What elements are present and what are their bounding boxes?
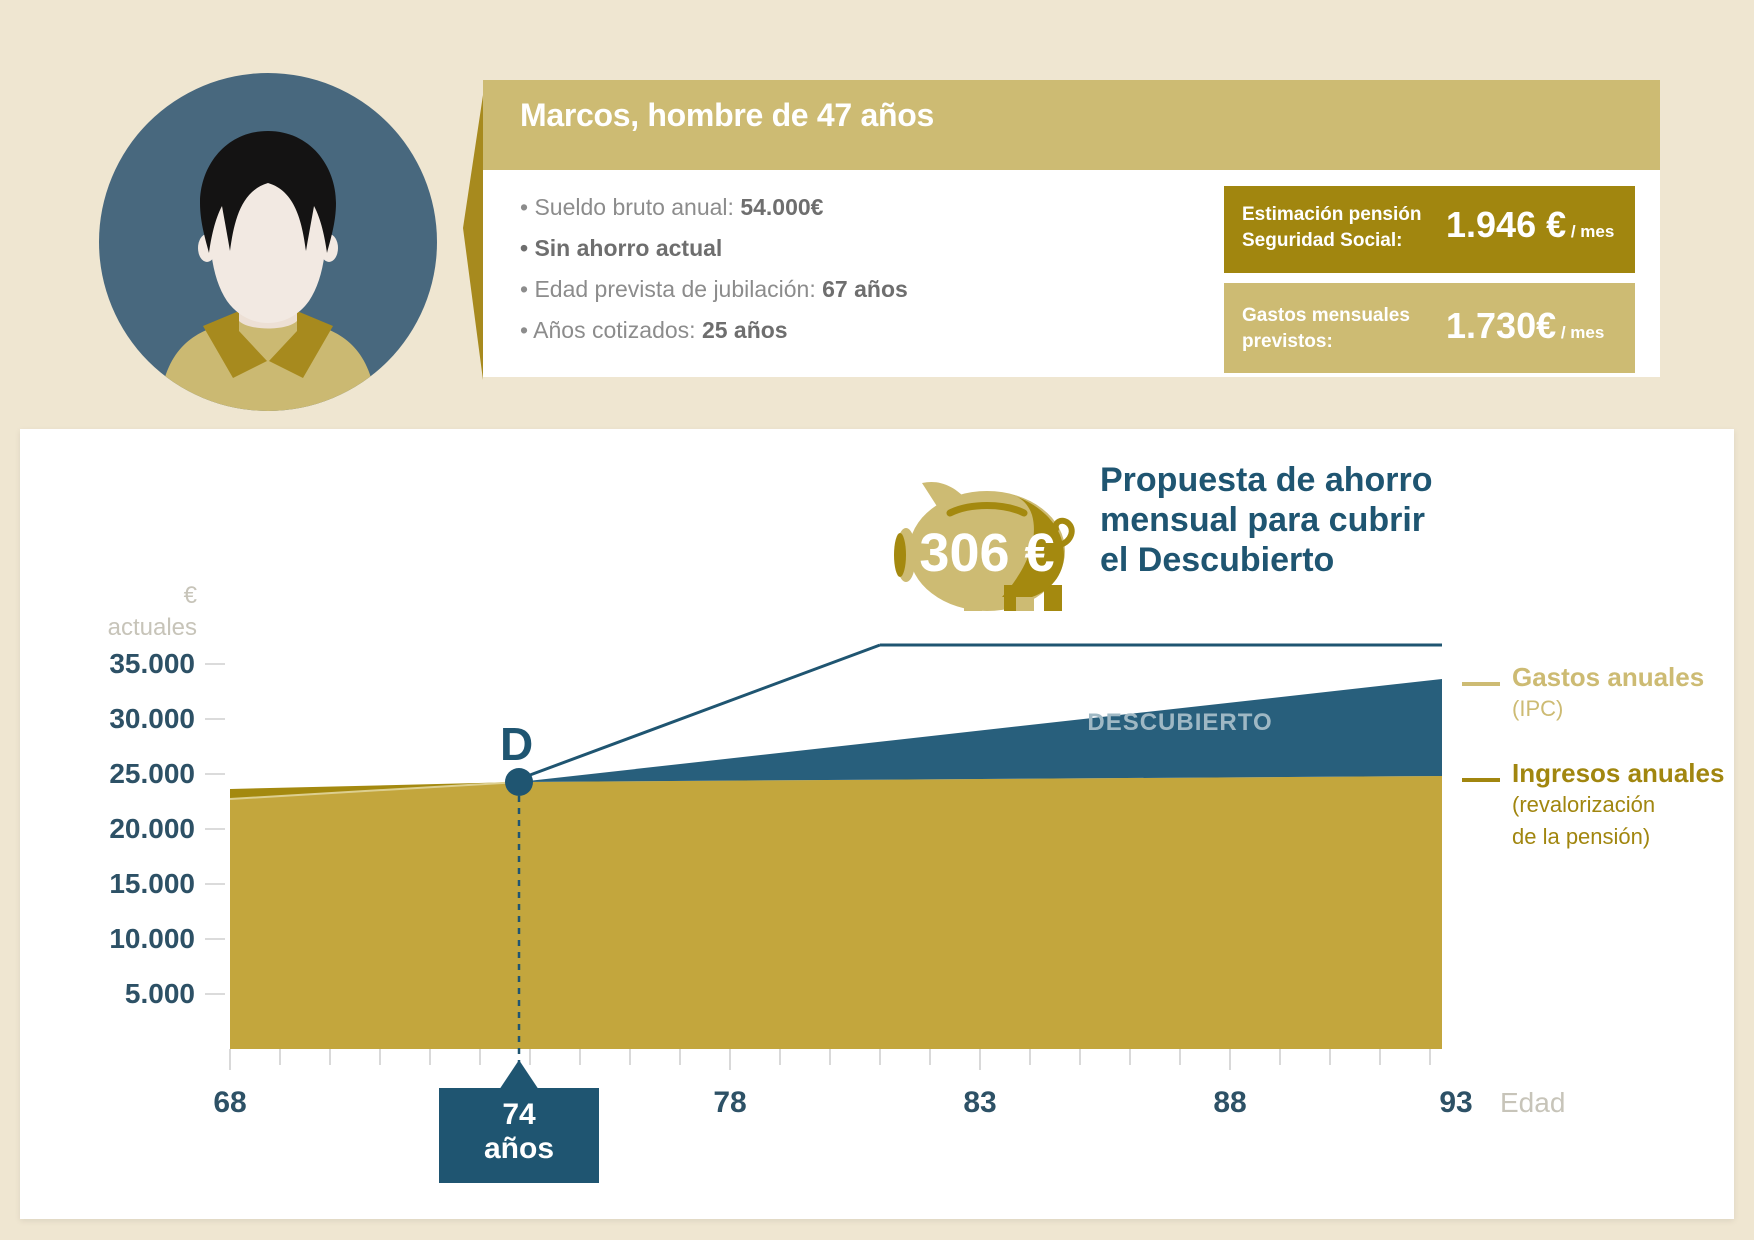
svg-text:30.000: 30.000 (109, 703, 195, 734)
svg-text:83: 83 (963, 1086, 996, 1119)
svg-text:15.000: 15.000 (109, 868, 195, 899)
svg-text:5.000: 5.000 (125, 978, 195, 1009)
svg-text:25.000: 25.000 (109, 758, 195, 789)
svg-text:88: 88 (1213, 1086, 1246, 1119)
svg-text:DESCUBIERTO: DESCUBIERTO (1087, 709, 1272, 736)
svg-text:actuales: actuales (108, 614, 197, 641)
svg-text:Edad: Edad (1500, 1087, 1565, 1118)
svg-text:D: D (500, 718, 533, 770)
svg-text:€: € (184, 582, 198, 609)
svg-text:10.000: 10.000 (109, 923, 195, 954)
svg-text:93: 93 (1439, 1086, 1472, 1119)
svg-text:78: 78 (713, 1086, 746, 1119)
svg-text:68: 68 (213, 1086, 246, 1119)
svg-text:306 €: 306 € (919, 523, 1054, 583)
svg-text:20.000: 20.000 (109, 813, 195, 844)
svg-text:35.000: 35.000 (109, 648, 195, 679)
